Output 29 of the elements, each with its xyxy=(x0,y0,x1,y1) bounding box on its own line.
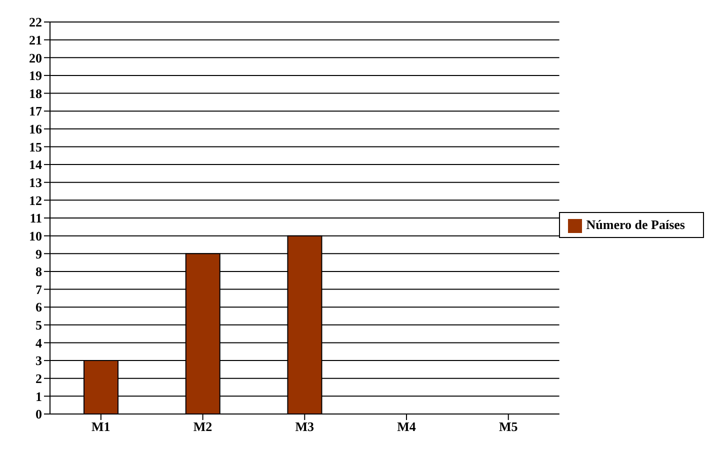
y-tick-label: 9 xyxy=(36,246,42,262)
y-tick-label: 10 xyxy=(29,228,42,244)
y-tick-label: 5 xyxy=(36,318,42,333)
y-tick-label: 20 xyxy=(29,50,42,66)
y-tick-label: 21 xyxy=(29,32,42,48)
y-tick-label: 13 xyxy=(29,174,42,190)
y-tick-label: 12 xyxy=(29,192,42,208)
y-tick-label: 16 xyxy=(29,122,42,137)
x-tick-label: M2 xyxy=(193,419,212,434)
y-tick-label: 18 xyxy=(29,86,42,101)
y-tick-label: 1 xyxy=(36,388,42,404)
legend-label: Número de Países xyxy=(586,216,685,232)
y-tick-label: 3 xyxy=(36,353,42,368)
y-tick-label: 15 xyxy=(29,139,42,154)
y-tick-label: 8 xyxy=(36,264,42,280)
y-tick-label: 22 xyxy=(29,14,42,30)
y-tick-label: 14 xyxy=(29,157,42,172)
x-tick-label: M1 xyxy=(92,419,110,434)
x-tick-label: M4 xyxy=(397,419,416,434)
y-tick-label: 7 xyxy=(36,282,42,297)
y-tick-label: 6 xyxy=(36,300,42,315)
y-tick-label: 0 xyxy=(36,406,42,422)
y-tick-label: 19 xyxy=(29,68,42,84)
x-tick-label: M3 xyxy=(295,419,315,434)
y-tick-label: 11 xyxy=(30,210,42,226)
y-tick-label: 17 xyxy=(29,104,42,119)
x-tick-label: M5 xyxy=(498,419,518,434)
y-tick-label: 4 xyxy=(36,335,42,350)
y-tick-label: 2 xyxy=(36,370,42,386)
